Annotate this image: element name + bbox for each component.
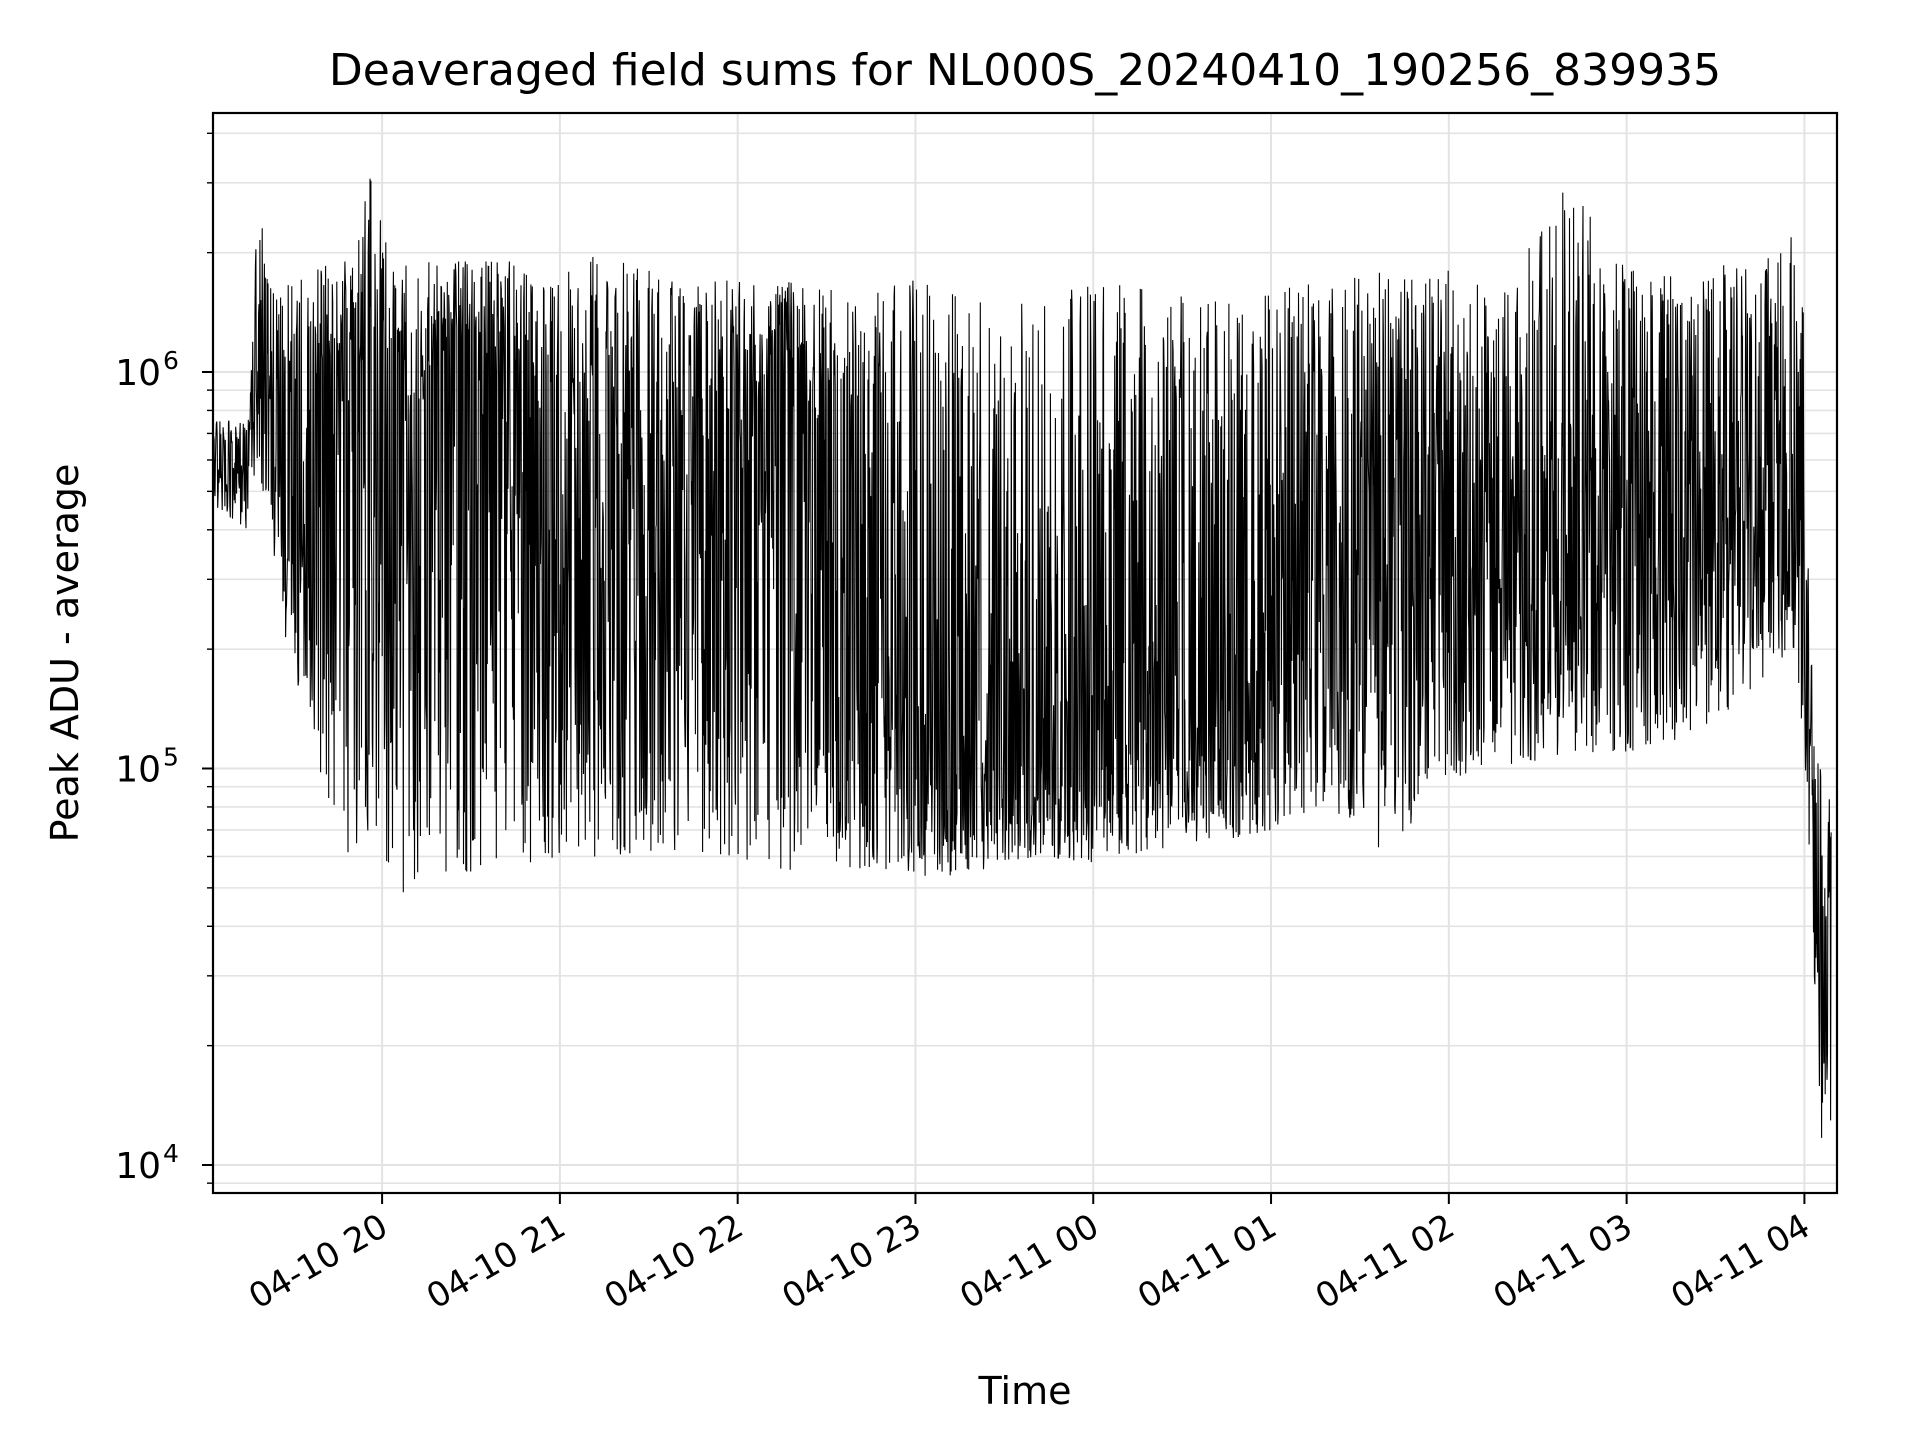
y-tick-label: 10 <box>115 750 161 791</box>
y-tick-label: 10 <box>115 1146 161 1187</box>
plot-area <box>213 178 1832 1138</box>
y-tick-label: 10 <box>115 353 161 394</box>
series-layer <box>213 178 1832 1138</box>
series-line <box>213 178 1832 1138</box>
y-tick-exponent: 4 <box>163 1139 179 1168</box>
y-tick-exponent: 6 <box>163 346 179 375</box>
chart-title: Deaveraged field sums for NL000S_2024041… <box>329 45 1721 96</box>
y-axis-label: Peak ADU - average <box>43 464 87 843</box>
x-axis-label: Time <box>978 1369 1072 1413</box>
axes-frame <box>211 111 1839 1195</box>
y-tick-exponent: 5 <box>163 743 179 772</box>
